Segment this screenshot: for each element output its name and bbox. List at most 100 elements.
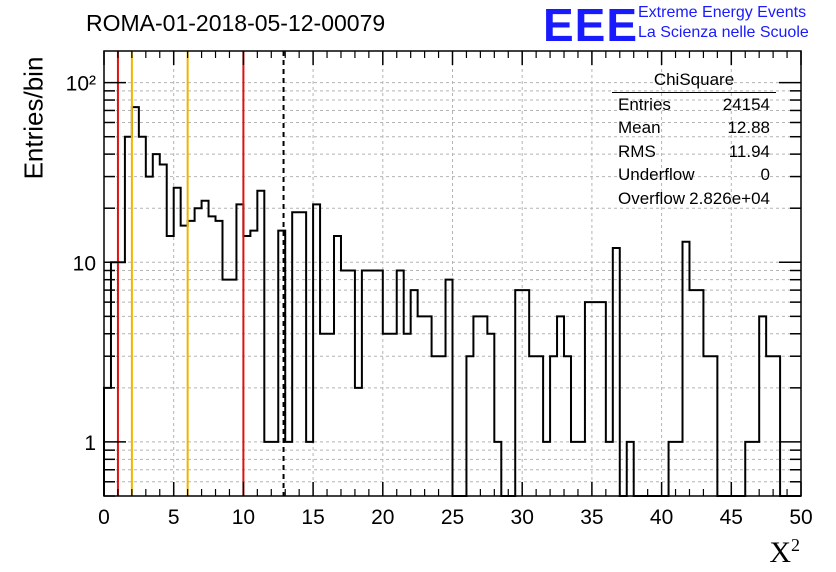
histogram-bin xyxy=(564,356,571,496)
histogram-bin xyxy=(341,270,348,496)
stats-key: RMS xyxy=(618,141,656,161)
eee-logo: EEE xyxy=(543,0,639,51)
histogram-bin xyxy=(766,356,773,496)
histogram-bin xyxy=(257,191,264,496)
stats-value: 0 xyxy=(760,165,770,184)
histogram-bin xyxy=(355,388,362,496)
histogram-bin xyxy=(606,442,613,496)
histogram-bin xyxy=(153,154,160,496)
histogram-bin xyxy=(188,221,195,496)
histogram-bin xyxy=(529,356,536,496)
x-tick-label: 5 xyxy=(168,506,180,529)
histogram-bin xyxy=(306,442,313,496)
histogram-bin xyxy=(557,316,564,496)
x-tick-label: 30 xyxy=(511,506,534,529)
stats-key: Underflow xyxy=(618,165,695,184)
histogram-bin xyxy=(703,356,710,496)
histogram-bin xyxy=(676,442,683,496)
stats-row-mean: Mean 12.88 xyxy=(612,116,776,140)
logo-caption: Extreme Energy Events La Scienza nelle S… xyxy=(638,3,809,43)
histogram-bin xyxy=(167,236,174,496)
stats-key: Mean xyxy=(618,118,661,137)
histogram-bin xyxy=(473,316,480,496)
stats-title: ChiSquare xyxy=(612,68,776,93)
histogram-bin xyxy=(285,442,292,496)
histogram-bin xyxy=(418,316,425,496)
histogram-bin xyxy=(222,280,229,496)
histogram-bin xyxy=(216,221,223,496)
histogram-bin xyxy=(494,442,501,496)
histogram-bin xyxy=(250,231,257,496)
histogram-bin xyxy=(202,201,209,496)
histogram-bin xyxy=(599,302,606,496)
histogram-bin xyxy=(487,334,494,496)
logo-line-1: Extreme Energy Events xyxy=(638,4,807,21)
histogram-bin xyxy=(271,442,278,496)
histogram-bin xyxy=(132,107,139,496)
x-axis-label-text: X xyxy=(769,536,791,569)
histogram-bin xyxy=(181,226,188,496)
histogram-bin xyxy=(571,442,578,496)
histogram-bin xyxy=(209,216,216,496)
histogram-bin xyxy=(313,204,320,496)
axis-ticks xyxy=(103,51,802,497)
histogram-bin xyxy=(613,248,620,496)
histogram-bin xyxy=(348,270,355,496)
stats-value: 11.94 xyxy=(728,141,770,161)
histogram-bin xyxy=(446,280,453,496)
x-tick-labels: 0 5 10 15 20 25 30 35 40 45 50 xyxy=(98,506,813,529)
histogram-bin xyxy=(425,316,432,496)
histogram-bin xyxy=(752,442,759,496)
histogram-bin xyxy=(229,280,236,496)
stats-value: 24154 xyxy=(722,94,770,114)
histogram-bin xyxy=(174,188,181,496)
histogram-bin xyxy=(592,302,599,496)
histogram-bin xyxy=(696,290,703,496)
histogram-bin xyxy=(195,208,202,496)
stats-box: ChiSquare Entries 24154 Mean 12.88 RMS 1… xyxy=(612,68,776,210)
x-tick-label: 40 xyxy=(650,506,673,529)
histogram-bin xyxy=(243,236,250,496)
histogram-bin xyxy=(759,316,766,496)
histogram-bin xyxy=(411,290,418,496)
histogram-bin xyxy=(369,270,376,496)
histogram-bin xyxy=(397,270,404,496)
histogram-bin xyxy=(710,356,717,496)
stats-key: Overflow xyxy=(618,188,686,208)
histogram-bin xyxy=(334,236,341,496)
histogram-bin xyxy=(383,334,390,496)
histogram-bin xyxy=(466,356,473,496)
histogram-bin xyxy=(362,270,369,496)
x-tick-label: 20 xyxy=(371,506,394,529)
stats-row-overflow: Overflow 2.826e+04 xyxy=(612,187,776,211)
histogram-bin xyxy=(689,290,696,496)
histogram-bin xyxy=(236,204,243,496)
histogram-bin xyxy=(376,270,383,496)
histogram-bin xyxy=(669,442,676,496)
histogram-bin xyxy=(683,242,690,496)
logo-line-2: La Scienza nelle Scuole xyxy=(638,24,809,41)
histogram-outline xyxy=(103,106,801,497)
run-title: ROMA-01-2018-05-12-00079 xyxy=(86,10,386,36)
histogram-bin xyxy=(404,334,411,496)
stats-row-rms: RMS 11.94 xyxy=(612,140,776,164)
histogram-bin xyxy=(320,334,327,496)
histogram-bin xyxy=(627,442,634,496)
histogram-bin xyxy=(160,165,167,496)
histogram-bin xyxy=(543,442,550,496)
stats-key: Entries xyxy=(618,94,671,114)
x-tick-label: 15 xyxy=(301,506,324,529)
x-tick-label: 50 xyxy=(789,506,812,529)
stats-row-underflow: Underflow 0 xyxy=(612,163,776,187)
x-tick-label: 25 xyxy=(441,506,464,529)
y-axis-label: Entries/bin xyxy=(18,56,49,180)
histogram-bin xyxy=(536,356,543,496)
histogram-bin xyxy=(390,334,397,496)
histogram-bin xyxy=(327,334,334,496)
histogram-bin xyxy=(146,177,153,496)
x-tick-label: 45 xyxy=(720,506,743,529)
x-tick-label: 10 xyxy=(232,506,255,529)
histogram-bin xyxy=(550,356,557,496)
y-tick-label: 10² xyxy=(66,73,96,96)
